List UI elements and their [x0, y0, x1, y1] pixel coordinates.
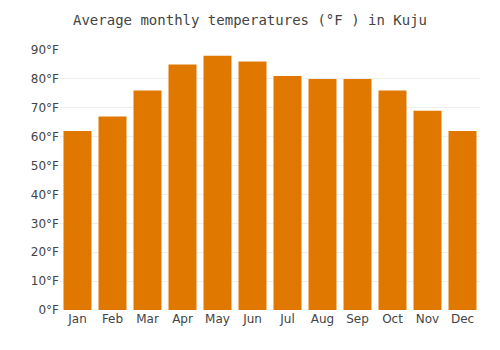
svg-text:May: May: [205, 312, 230, 326]
svg-text:30°F: 30°F: [31, 217, 59, 231]
svg-text:Average monthly temperatures (: Average monthly temperatures (°F ) in Ku…: [73, 12, 427, 28]
svg-text:50°F: 50°F: [31, 159, 59, 173]
svg-text:90°F: 90°F: [31, 43, 59, 57]
svg-text:Feb: Feb: [102, 312, 123, 326]
svg-text:Nov: Nov: [416, 312, 439, 326]
svg-text:80°F: 80°F: [31, 72, 59, 86]
svg-text:70°F: 70°F: [31, 101, 59, 115]
svg-text:Jul: Jul: [279, 312, 294, 326]
svg-text:Mar: Mar: [136, 312, 159, 326]
svg-text:60°F: 60°F: [31, 130, 59, 144]
svg-text:40°F: 40°F: [31, 188, 59, 202]
svg-text:Apr: Apr: [172, 312, 193, 326]
svg-text:Jan: Jan: [67, 312, 87, 326]
svg-text:Oct: Oct: [382, 312, 403, 326]
svg-text:Aug: Aug: [311, 312, 334, 326]
svg-text:20°F: 20°F: [31, 245, 59, 259]
svg-text:10°F: 10°F: [31, 274, 59, 288]
svg-text:Jun: Jun: [242, 312, 262, 326]
svg-text:Dec: Dec: [451, 312, 474, 326]
svg-text:Sep: Sep: [346, 312, 369, 326]
svg-text:0°F: 0°F: [38, 303, 59, 317]
